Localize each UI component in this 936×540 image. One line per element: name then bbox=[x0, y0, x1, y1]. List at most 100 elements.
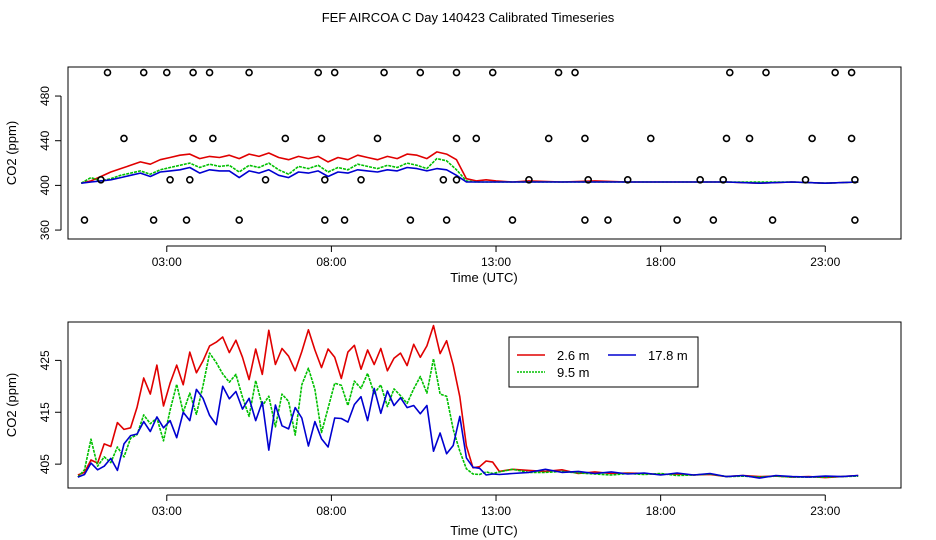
top-calibration-point bbox=[281, 134, 290, 143]
bottom-x-tick-label: 08:00 bbox=[316, 504, 346, 518]
top-calibration-point bbox=[321, 216, 329, 224]
bottom-y-tick-label: 415 bbox=[38, 402, 52, 422]
bottom-y-tick-label: 405 bbox=[38, 454, 52, 474]
top-calibration-point bbox=[330, 68, 339, 77]
top-calibration-point bbox=[452, 134, 461, 143]
top-series-17-8-m bbox=[81, 166, 859, 184]
top-calibration-point bbox=[97, 176, 105, 184]
top-calibration-point bbox=[149, 216, 158, 224]
top-y-tick-label: 440 bbox=[38, 130, 52, 150]
top-calibration-point bbox=[321, 176, 329, 184]
top-calibration-point bbox=[801, 176, 810, 184]
legend-box bbox=[508, 336, 699, 388]
top-calibration-point bbox=[851, 176, 859, 184]
bottom-x-tick-label: 23:00 bbox=[810, 504, 840, 518]
top-calibration-point bbox=[808, 134, 816, 143]
top-calibration-point bbox=[380, 68, 388, 77]
top-calibration-point bbox=[261, 176, 270, 184]
bottom-series-9-5-m bbox=[77, 352, 859, 478]
bottom-ylabel: CO2 (ppm) bbox=[4, 373, 19, 437]
top-calibration-point bbox=[406, 216, 415, 224]
top-calibration-point bbox=[673, 216, 681, 224]
legend-label-9-5m: 9.5 m bbox=[557, 365, 590, 380]
top-ylabel: CO2 (ppm) bbox=[4, 121, 19, 185]
top-calibration-point bbox=[472, 134, 481, 143]
bottom-y-tick-label: 425 bbox=[38, 350, 52, 370]
bottom-x-tick-label: 03:00 bbox=[152, 504, 182, 518]
top-y-tick-label: 360 bbox=[38, 220, 52, 240]
top-calibration-point bbox=[851, 216, 859, 224]
top-calibration-point bbox=[646, 134, 655, 143]
top-x-tick-label: 03:00 bbox=[152, 255, 182, 269]
top-calibration-point bbox=[709, 216, 718, 224]
top-data-layer bbox=[80, 68, 859, 224]
top-calibration-point bbox=[314, 68, 323, 77]
top-calibration-point bbox=[166, 176, 174, 184]
top-x-tick-label: 08:00 bbox=[316, 255, 346, 269]
top-calibration-point bbox=[745, 134, 754, 143]
top-calibration-point bbox=[571, 68, 579, 77]
top-calibration-point bbox=[442, 216, 451, 224]
top-calibration-point bbox=[317, 134, 326, 143]
top-calibration-point bbox=[416, 68, 425, 77]
bottom-plot-frame bbox=[67, 321, 902, 489]
top-calibration-point bbox=[182, 216, 191, 224]
top-calibration-point bbox=[762, 68, 770, 77]
top-xlabel: Time (UTC) bbox=[450, 270, 517, 285]
bottom-series-17-8-m bbox=[77, 385, 859, 479]
top-panel: 03:00 08:00 13:00 18:00 23:00 360 400 440 480 Ti… bbox=[4, 66, 902, 285]
top-calibration-point bbox=[508, 216, 517, 224]
top-calibration-point bbox=[205, 68, 214, 77]
top-calibration-point bbox=[831, 68, 839, 77]
legend-label-2-6m: 2.6 m bbox=[557, 348, 590, 363]
top-calibration-point bbox=[584, 176, 593, 184]
top-x-tick-label: 18:00 bbox=[646, 255, 676, 269]
bottom-x-tick-label: 13:00 bbox=[481, 504, 511, 518]
top-y-tick-label: 480 bbox=[38, 86, 52, 106]
bottom-axes: 03:00 08:00 13:00 18:00 23:00 405 415 425 bbox=[38, 350, 841, 518]
top-calibration-point bbox=[719, 176, 728, 184]
top-series-2-6-m bbox=[81, 151, 859, 184]
top-calibration-point bbox=[604, 216, 612, 224]
top-calibration-point bbox=[189, 68, 197, 77]
top-plot-frame bbox=[67, 66, 902, 240]
bottom-series-2-6-m bbox=[77, 324, 859, 479]
top-calibration-point bbox=[554, 68, 563, 77]
bottom-data-layer bbox=[77, 324, 859, 479]
top-x-tick-label: 13:00 bbox=[481, 255, 511, 269]
legend-label-17-8m: 17.8 m bbox=[648, 348, 688, 363]
top-calibration-point bbox=[439, 176, 448, 184]
top-calibration-point bbox=[80, 216, 89, 224]
top-calibration-point bbox=[235, 216, 244, 224]
figure-title: FEF AIRCOA C Day 140423 Calibrated Times… bbox=[322, 10, 615, 25]
top-calibration-point bbox=[452, 68, 461, 77]
top-calibration-point bbox=[722, 134, 731, 143]
bottom-x-tick-label: 18:00 bbox=[646, 504, 676, 518]
top-calibration-point bbox=[245, 68, 253, 77]
top-calibration-point bbox=[847, 134, 856, 143]
bottom-xlabel: Time (UTC) bbox=[450, 523, 517, 538]
top-calibration-point bbox=[725, 68, 734, 77]
top-calibration-point bbox=[186, 176, 194, 184]
top-calibration-point bbox=[623, 176, 632, 184]
top-calibration-point bbox=[768, 216, 777, 224]
top-calibration-point bbox=[488, 68, 497, 77]
top-x-tick-label: 23:00 bbox=[810, 255, 840, 269]
top-y-tick-label: 400 bbox=[38, 175, 52, 195]
top-calibration-point bbox=[139, 68, 148, 77]
top-calibration-point bbox=[189, 134, 197, 143]
top-calibration-point bbox=[162, 68, 171, 77]
top-calibration-point bbox=[373, 134, 382, 143]
top-calibration-point bbox=[696, 176, 704, 184]
top-calibration-point bbox=[581, 134, 589, 143]
legend: 2.6 m 17.8 m 9.5 m bbox=[508, 336, 699, 388]
top-calibration-point bbox=[525, 176, 533, 184]
top-calibration-point bbox=[847, 68, 856, 77]
top-calibration-point bbox=[120, 134, 128, 143]
top-calibration-point bbox=[209, 134, 217, 143]
top-axes: 03:00 08:00 13:00 18:00 23:00 360 400 440 480 bbox=[38, 86, 841, 269]
top-calibration-point bbox=[103, 68, 112, 77]
top-calibration-point bbox=[544, 134, 553, 143]
top-calibration-point bbox=[357, 176, 365, 184]
